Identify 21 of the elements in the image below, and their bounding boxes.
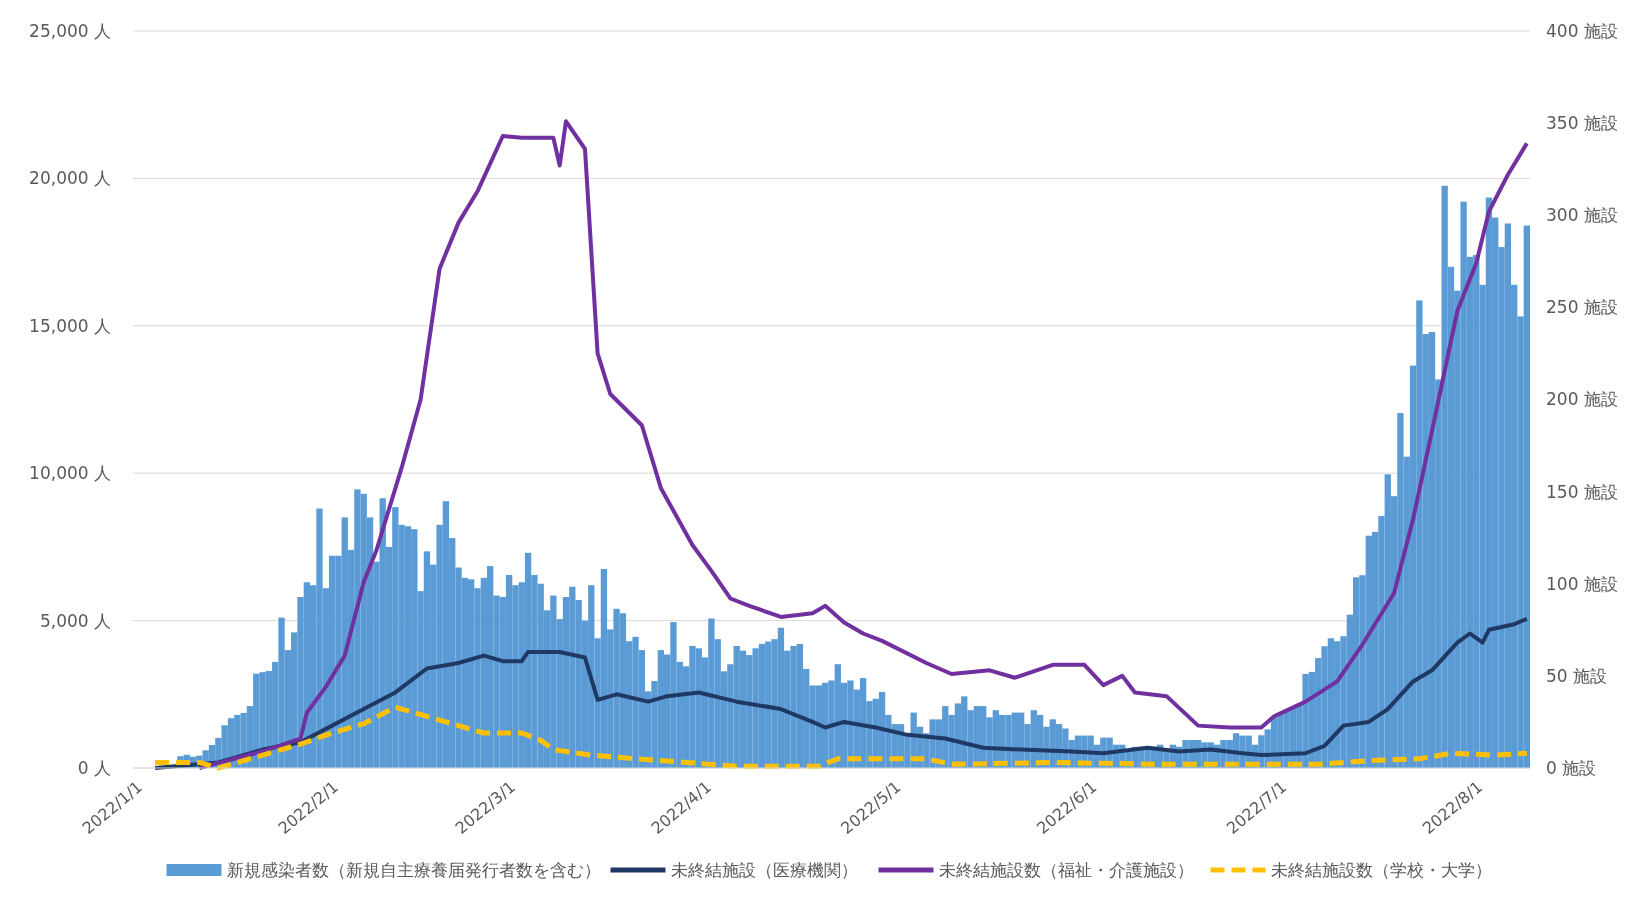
y2-tick-label: 200 施設	[1546, 389, 1618, 410]
y-tick-label: 15,000 人	[29, 315, 111, 336]
y-tick-label: 5,000 人	[39, 610, 111, 631]
legend-label: 新規感染者数（新規自主療養届発行者数を含む）	[226, 859, 601, 880]
y2-tick-label: 300 施設	[1546, 205, 1618, 226]
y2-tick-label: 100 施設	[1546, 573, 1618, 594]
legend-label: 未終結施設（医療機関）	[670, 859, 858, 880]
legend-label: 未終結施設数（学校・大学）	[1270, 859, 1492, 880]
y-tick-label: 10,000 人	[29, 463, 111, 484]
y-tick-label: 25,000 人	[29, 20, 111, 41]
y2-tick-label: 50 施設	[1546, 665, 1608, 686]
y2-tick-label: 400 施設	[1546, 20, 1618, 41]
line-series	[153, 616, 1529, 770]
y2-tick-label: 250 施設	[1546, 297, 1618, 318]
y2-tick-label: 150 施設	[1546, 481, 1618, 502]
y2-tick-label: 0 施設	[1546, 757, 1597, 778]
y-tick-label: 0 人	[77, 757, 111, 778]
legend-label: 未終結施設数（福祉・介護施設）	[938, 859, 1194, 880]
line-series	[197, 119, 1529, 770]
y2-tick-label: 350 施設	[1546, 113, 1618, 134]
y-tick-label: 20,000 人	[29, 168, 111, 189]
